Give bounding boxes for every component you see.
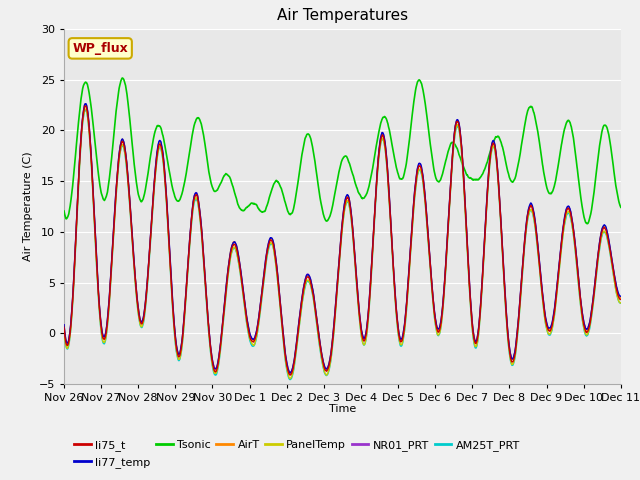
Line: Tsonic: Tsonic <box>64 78 621 224</box>
Line: li77_temp: li77_temp <box>64 104 621 373</box>
Legend: li75_t, li77_temp, Tsonic, AirT, PanelTemp, NR01_PRT, AM25T_PRT: li75_t, li77_temp, Tsonic, AirT, PanelTe… <box>70 436 524 472</box>
AirT <box>81 102 89 108</box>
PanelTemp <box>601 229 609 235</box>
AM25T_PRT <box>286 377 294 383</box>
li75_t <box>602 226 609 232</box>
AM25T_PRT <box>332 312 339 318</box>
AirT <box>617 295 625 301</box>
li77_temp <box>617 293 625 299</box>
AM25T_PRT <box>499 261 507 266</box>
AirT <box>602 225 609 230</box>
NR01_PRT <box>602 224 609 230</box>
Line: AirT: AirT <box>64 105 621 374</box>
AM25T_PRT <box>602 230 609 236</box>
AirT <box>286 372 294 377</box>
Line: AM25T_PRT: AM25T_PRT <box>64 110 621 380</box>
PanelTemp <box>82 106 90 112</box>
Tsonic <box>499 145 506 151</box>
li77_temp <box>317 344 324 349</box>
Tsonic <box>601 122 609 128</box>
Y-axis label: Air Temperature (C): Air Temperature (C) <box>23 152 33 261</box>
AirT <box>60 323 68 328</box>
NR01_PRT <box>617 294 625 300</box>
PanelTemp <box>60 327 68 333</box>
NR01_PRT <box>601 224 609 229</box>
li77_temp <box>602 223 609 228</box>
li77_temp <box>601 222 609 228</box>
AirT <box>317 344 324 350</box>
Line: PanelTemp: PanelTemp <box>64 109 621 379</box>
Tsonic <box>584 221 591 227</box>
li77_temp <box>332 305 339 311</box>
li75_t <box>60 324 68 330</box>
Tsonic <box>118 75 126 81</box>
li75_t <box>82 103 90 109</box>
AM25T_PRT <box>82 108 90 113</box>
AM25T_PRT <box>601 230 609 236</box>
li77_temp <box>82 101 90 107</box>
X-axis label: Time: Time <box>329 405 356 414</box>
PanelTemp <box>602 229 609 235</box>
Tsonic <box>60 208 68 214</box>
AM25T_PRT <box>317 350 324 356</box>
NR01_PRT <box>499 255 507 261</box>
AirT <box>89 181 97 187</box>
PanelTemp <box>617 300 625 306</box>
li75_t <box>317 346 324 351</box>
Tsonic <box>331 190 339 196</box>
PanelTemp <box>286 376 294 382</box>
Tsonic <box>316 196 324 202</box>
PanelTemp <box>332 311 339 317</box>
NR01_PRT <box>332 304 339 310</box>
NR01_PRT <box>286 370 294 375</box>
Line: NR01_PRT: NR01_PRT <box>64 104 621 372</box>
Tsonic <box>617 204 625 210</box>
li75_t <box>601 226 609 231</box>
li75_t <box>332 308 339 314</box>
li75_t <box>617 297 625 302</box>
PanelTemp <box>317 348 324 354</box>
AirT <box>499 255 507 261</box>
Line: li75_t: li75_t <box>64 106 621 375</box>
PanelTemp <box>89 185 97 191</box>
li75_t <box>89 183 97 189</box>
li77_temp <box>60 322 68 327</box>
AM25T_PRT <box>617 300 625 306</box>
NR01_PRT <box>89 180 97 186</box>
li77_temp <box>499 254 507 260</box>
li75_t <box>499 257 507 263</box>
AM25T_PRT <box>60 328 68 334</box>
li77_temp <box>89 180 97 186</box>
AirT <box>601 224 609 230</box>
li77_temp <box>286 370 294 376</box>
PanelTemp <box>499 259 507 265</box>
NR01_PRT <box>317 344 324 349</box>
li75_t <box>286 372 294 378</box>
NR01_PRT <box>81 101 89 107</box>
AirT <box>332 306 339 312</box>
Text: WP_flux: WP_flux <box>72 42 128 55</box>
NR01_PRT <box>60 322 68 328</box>
Title: Air Temperatures: Air Temperatures <box>277 9 408 24</box>
Tsonic <box>88 115 96 120</box>
AM25T_PRT <box>89 187 97 193</box>
Tsonic <box>602 122 609 128</box>
